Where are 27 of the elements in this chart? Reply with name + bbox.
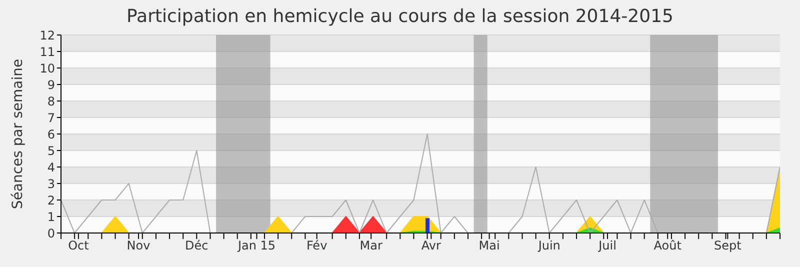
x-tick-label: Sept: [714, 238, 742, 253]
x-tick-label: Nov: [126, 238, 150, 253]
y-tick-label: 11: [40, 44, 55, 59]
y-tick-label: 5: [47, 144, 55, 158]
x-tick-label: Juil: [598, 238, 616, 253]
y-tick-label: 6: [47, 127, 55, 142]
x-tick-label: Déc: [185, 238, 208, 253]
y-tick-label: 2: [47, 193, 55, 208]
x-tick-label: Juin: [537, 238, 560, 253]
y-axis-title: Séances par semaine: [10, 58, 26, 210]
y-tick-label: 4: [47, 160, 55, 174]
y-tick-label: 8: [47, 94, 55, 108]
y-tick-label: 10: [40, 61, 55, 76]
x-tick-label: Avr: [421, 238, 441, 253]
chart-title: Participation en hemicycle au cours de la session 2014-2015: [126, 6, 674, 27]
x-tick-label: Août: [654, 238, 682, 253]
x-tick-label: Jan 15: [236, 238, 276, 253]
y-tick-label: 12: [40, 28, 55, 42]
y-tick-label: 0: [47, 226, 55, 240]
y-tick-label: 7: [47, 110, 55, 125]
y-tick-label: 1: [47, 210, 55, 224]
x-tick-label: Fév: [306, 238, 328, 253]
x-tick-label: Mar: [360, 238, 382, 253]
x-tick-label: Oct: [68, 238, 90, 253]
x-tick-label: Mai: [478, 238, 500, 253]
y-tick-label: 3: [47, 176, 55, 191]
y-tick-label: 9: [47, 78, 55, 92]
